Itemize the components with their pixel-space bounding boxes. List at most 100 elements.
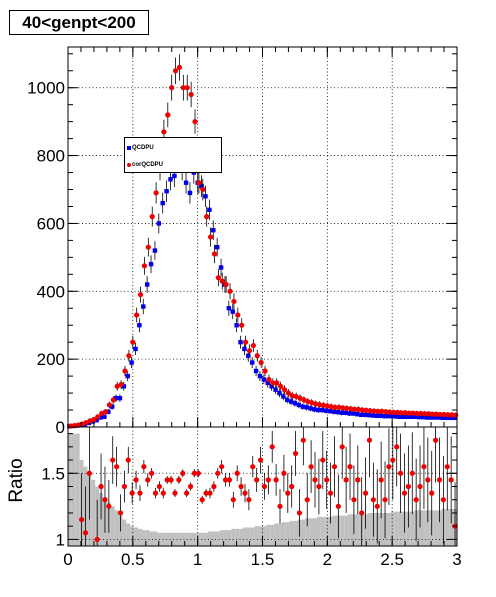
main-panel: 0 200 400 600 800 1000 [27, 46, 459, 437]
ratio-band-bar [176, 532, 181, 546]
ratio-band-bar [227, 530, 232, 546]
data-point-corqcdpu [425, 411, 432, 417]
data-point-corqcdpu [110, 397, 116, 403]
ratio-band-bar [394, 511, 399, 546]
ratio-band-bar [243, 527, 247, 546]
data-point-qcdpu [440, 415, 445, 421]
data-point-corqcdpu [359, 407, 365, 413]
data-point-corqcdpu [379, 408, 385, 414]
data-point-corqcdpu [235, 312, 241, 318]
data-point-corqcdpu [219, 278, 225, 284]
ratio-band-bar [390, 511, 395, 546]
legend-entry-qcdpu: QCDPU [125, 142, 154, 154]
ratio-point [187, 483, 194, 490]
ratio-point [421, 464, 427, 470]
ratio-point [304, 497, 310, 503]
data-point-corqcdpu [254, 353, 260, 359]
data-point-corqcdpu [75, 422, 81, 428]
ratio-band-bar [289, 520, 294, 546]
data-point-qcdpu [425, 415, 430, 420]
data-point-qcdpu [343, 410, 348, 415]
ratio-point [180, 470, 186, 476]
data-point-corqcdpu [394, 409, 400, 416]
data-point-corqcdpu [118, 381, 124, 388]
y-tick-label: 800 [37, 147, 65, 166]
data-point-qcdpu [452, 415, 457, 421]
data-point-qcdpu [257, 373, 263, 379]
ratio-panel: 1 1.5 0 0.5 1 1.5 2 2.5 3 Ratio [6, 426, 462, 569]
ratio-band-bar [301, 519, 306, 546]
ratio-point [164, 477, 170, 483]
data-point-corqcdpu [99, 410, 105, 417]
legend-label: QCDPU [132, 145, 154, 151]
ratio-point [300, 437, 306, 443]
ratio-point [351, 497, 357, 503]
data-point-corqcdpu [242, 339, 249, 345]
ratio-band-bar [184, 532, 189, 546]
ratio-point [141, 464, 147, 470]
ratio-point [250, 464, 256, 470]
data-point-corqcdpu [122, 368, 128, 374]
data-point-corqcdpu [114, 383, 120, 389]
ratio-band-bar [398, 511, 403, 546]
data-point-corqcdpu [258, 359, 264, 366]
ratio-point [316, 483, 322, 490]
ratio-point [273, 477, 279, 483]
data-point-qcdpu [261, 377, 267, 382]
data-point-qcdpu [117, 395, 123, 401]
data-point-qcdpu [273, 387, 278, 392]
data-point-qcdpu [386, 413, 391, 419]
ratio-point [98, 483, 104, 490]
ratio-point [106, 503, 112, 509]
ratio-band-bar [239, 528, 244, 546]
ratio-point [335, 503, 341, 509]
data-point-corqcdpu [336, 404, 342, 410]
ratio-point [401, 490, 408, 496]
data-point-qcdpu [378, 413, 383, 419]
data-point-corqcdpu [402, 410, 408, 416]
data-point-qcdpu [448, 415, 453, 421]
ratio-point [308, 464, 314, 470]
y-tick-label: 1 [56, 530, 65, 549]
ratio-point [254, 477, 260, 483]
data-point-qcdpu [106, 409, 111, 414]
data-point-qcdpu [335, 409, 340, 415]
ratio-point [331, 464, 338, 470]
ratio-point [265, 477, 271, 483]
ratio-point [94, 536, 100, 542]
ratio-band-bar [328, 516, 333, 546]
ratio-band-bar [231, 528, 236, 546]
data-point-qcdpu [432, 415, 438, 420]
ratio-band-bar [449, 508, 454, 546]
ratio-band-bar [215, 531, 220, 546]
data-point-corqcdpu [355, 406, 362, 412]
ratio-band-bar [134, 527, 139, 546]
ratio-point [110, 457, 116, 463]
data-point-qcdpu [374, 413, 379, 419]
data-point-qcdpu [265, 380, 270, 386]
data-point-corqcdpu [246, 348, 253, 354]
data-point-qcdpu [199, 183, 204, 189]
ratio-point [324, 477, 330, 483]
data-point-qcdpu [401, 414, 407, 420]
data-point-corqcdpu [285, 390, 291, 396]
data-point-qcdpu [351, 411, 356, 416]
ratio-point [374, 503, 380, 509]
ratio-band-bar [418, 510, 422, 546]
data-point-corqcdpu [141, 263, 148, 269]
data-point-corqcdpu [301, 397, 307, 403]
ratio-point [292, 450, 299, 457]
y-tick-label: 0 [56, 418, 65, 437]
data-point-qcdpu [94, 418, 99, 423]
x-tick-label: 0.5 [121, 550, 145, 569]
data-point-corqcdpu [437, 411, 443, 418]
ratio-band-bar [254, 526, 259, 546]
data-point-corqcdpu [200, 186, 206, 193]
ratio-band-bar [320, 516, 325, 546]
ratio-point [390, 457, 396, 463]
ratio-band-bar [149, 531, 154, 546]
data-point-corqcdpu [176, 64, 183, 70]
ratio-band-bar [180, 532, 185, 546]
data-point-corqcdpu [211, 251, 218, 257]
